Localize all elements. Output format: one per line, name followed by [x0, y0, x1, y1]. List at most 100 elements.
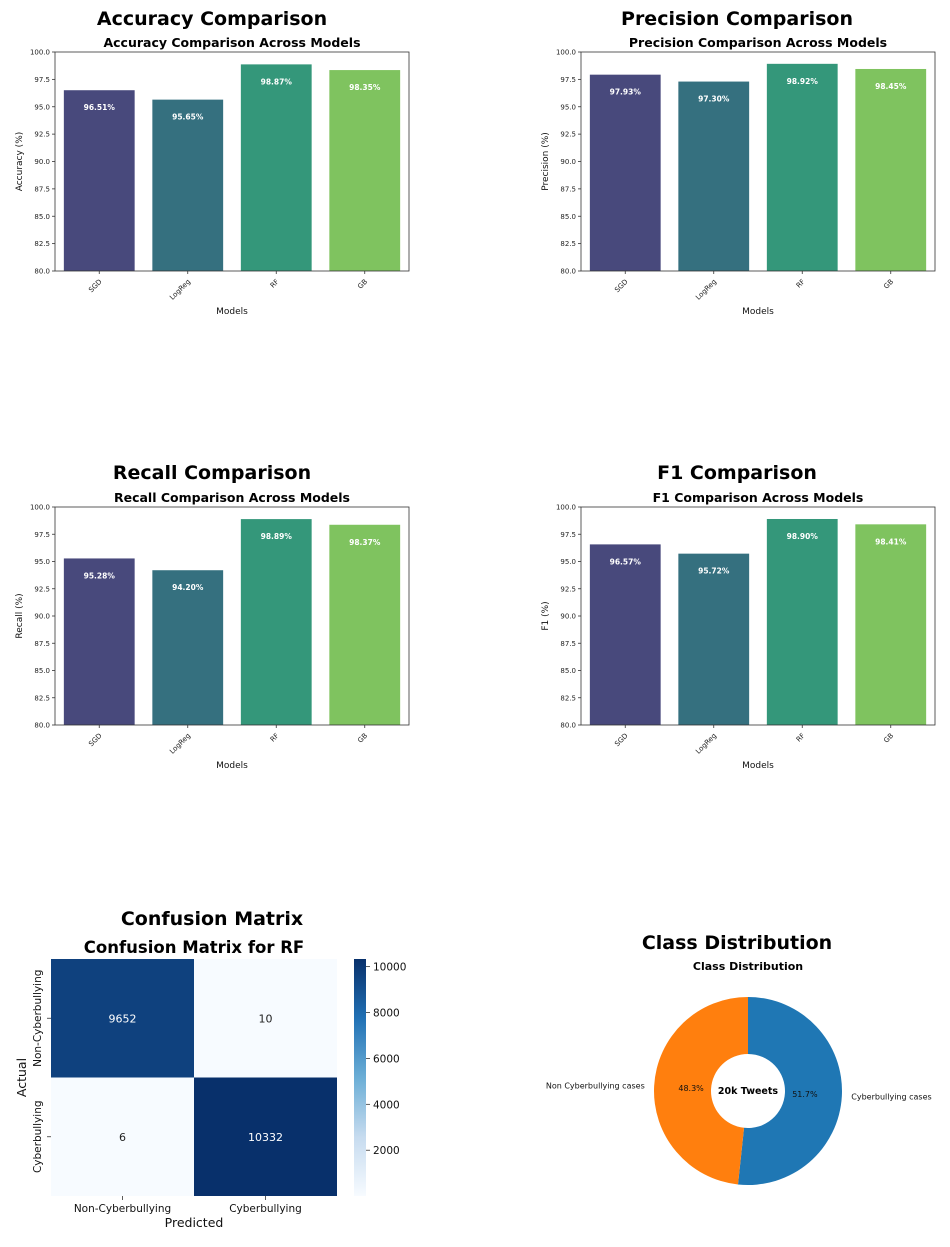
y-tick-label: 97.5	[34, 76, 50, 84]
y-tick-label: 80.0	[560, 722, 576, 730]
y-tick-label: 85.0	[560, 213, 576, 221]
y-tick-label: 82.5	[34, 240, 50, 248]
y-tick-label: 100.0	[30, 504, 50, 512]
x-tick-label: GB	[882, 732, 895, 745]
y-tick-label: 82.5	[560, 240, 576, 248]
panel-title: F1 Comparison	[657, 462, 817, 484]
y-tick-label: 100.0	[556, 49, 576, 57]
y-tick-label: 95.0	[34, 558, 50, 566]
x-tick-label: RF	[269, 278, 281, 290]
x-tick-label: SGD	[613, 278, 629, 294]
y-tick-label: 100.0	[556, 504, 576, 512]
x-tick-label: GB	[882, 278, 895, 291]
y-axis-label: Accuracy (%)	[15, 132, 25, 192]
colorbar	[354, 959, 366, 1196]
plot-frame	[54, 506, 410, 726]
bar	[589, 74, 661, 271]
chart-title: F1 Comparison Across Models	[653, 490, 864, 505]
bar-value-label: 95.65%	[172, 113, 204, 122]
plot-frame	[580, 506, 936, 726]
bar-value-label: 97.93%	[610, 88, 642, 97]
y-tick-label: 80.0	[34, 722, 50, 730]
chart-title: Accuracy Comparison Across Models	[103, 35, 360, 50]
x-tick-label: LogReg	[694, 732, 718, 756]
y-tick-label: 85.0	[560, 667, 576, 675]
confusion-matrix: Confusion Matrix for RF 9652 10 6 10332 Non-C…	[14, 938, 406, 1230]
y-tick-label: 85.0	[34, 213, 50, 221]
x-tick-label: Cyberbullying	[229, 1203, 302, 1215]
pie-label: Cyberbullying cases	[851, 1093, 931, 1102]
bar	[240, 519, 312, 725]
y-tick-label: 87.5	[560, 640, 576, 648]
x-axis-label: Predicted	[165, 1215, 224, 1230]
y-tick-label: 100.0	[30, 49, 50, 57]
bar-chart: Accuracy Comparison Across Models 80.0 82.…	[15, 35, 410, 317]
pie-pct-label: 48.3%	[678, 1084, 704, 1093]
x-axis-label: Models	[216, 307, 248, 317]
y-axis-label: F1 (%)	[541, 601, 551, 630]
bar	[766, 63, 838, 271]
y-tick-label: 97.5	[34, 531, 50, 539]
y-tick-label: 92.5	[560, 131, 576, 139]
chart-title: Confusion Matrix for RF	[84, 938, 304, 957]
x-tick-label: Non-Cyberbullying	[74, 1203, 171, 1215]
y-tick-label: 95.0	[560, 558, 576, 566]
panel-title: Precision Comparison	[621, 8, 853, 30]
matrix-cell-value: 10	[259, 1012, 273, 1025]
bar-value-label: 95.72%	[698, 567, 730, 576]
y-axis-label: Recall (%)	[15, 593, 25, 638]
bar-value-label: 94.20%	[172, 583, 204, 592]
bar	[240, 64, 312, 271]
bar	[855, 68, 927, 271]
y-tick-label: 90.0	[34, 613, 50, 621]
matrix-cell	[194, 959, 337, 1078]
bar-value-label: 98.45%	[875, 82, 907, 91]
y-tick-label: 87.5	[34, 185, 50, 193]
bar-value-label: 98.41%	[875, 537, 907, 546]
x-tick-label: SGD	[87, 732, 103, 748]
y-tick-label: 97.5	[560, 531, 576, 539]
y-tick-label: 95.0	[34, 103, 50, 111]
y-tick-label: 80.0	[560, 268, 576, 276]
chart-title: Class Distribution	[693, 960, 803, 973]
chart-title: Recall Comparison Across Models	[114, 490, 350, 505]
bar-value-label: 95.28%	[84, 571, 116, 580]
y-tick-label: Cyberbullying	[32, 1100, 44, 1173]
x-tick-label: RF	[269, 732, 281, 744]
colorbar-tick-label: 10000	[373, 962, 406, 974]
bar	[766, 518, 838, 725]
bar-value-label: 98.90%	[787, 532, 819, 541]
panel-title: Class Distribution	[642, 932, 832, 954]
matrix-cell	[194, 1077, 337, 1196]
panel-title: Accuracy Comparison	[97, 8, 327, 30]
bar	[589, 544, 661, 725]
y-tick-label: 87.5	[34, 640, 50, 648]
matrix-cell-value: 10332	[248, 1131, 283, 1144]
pie-label: Non Cyberbullying cases	[546, 1081, 645, 1090]
x-tick-label: LogReg	[168, 732, 192, 756]
x-axis-label: Models	[216, 761, 248, 771]
y-tick-label: 85.0	[34, 667, 50, 675]
bar	[329, 70, 401, 271]
pie-pct-label: 51.7%	[792, 1090, 818, 1099]
x-tick-label: SGD	[613, 732, 629, 748]
bar-chart: Precision Comparison Across Models 80.0 82…	[541, 35, 936, 317]
y-axis-label: Actual	[14, 1058, 29, 1097]
pie-slice	[737, 997, 842, 1185]
bar-value-label: 98.87%	[261, 77, 293, 86]
colorbar-tick-label: 6000	[373, 1053, 400, 1065]
bar-value-label: 97.30%	[698, 95, 730, 104]
pie-chart: Class Distribution 51.7% Cyberbullying cas…	[546, 960, 932, 1185]
x-tick-label: RF	[795, 732, 807, 744]
y-tick-label: 87.5	[560, 185, 576, 193]
y-tick-label: 82.5	[560, 694, 576, 702]
bar	[152, 99, 224, 271]
matrix-cell	[51, 1077, 194, 1196]
bar	[329, 524, 401, 725]
y-tick-label: 90.0	[34, 158, 50, 166]
x-axis-label: Models	[742, 307, 774, 317]
bar	[63, 90, 135, 271]
bar	[855, 524, 927, 725]
bar-chart: Recall Comparison Across Models 80.0 82.5 8…	[15, 490, 410, 771]
y-axis-label: Precision (%)	[541, 132, 551, 191]
